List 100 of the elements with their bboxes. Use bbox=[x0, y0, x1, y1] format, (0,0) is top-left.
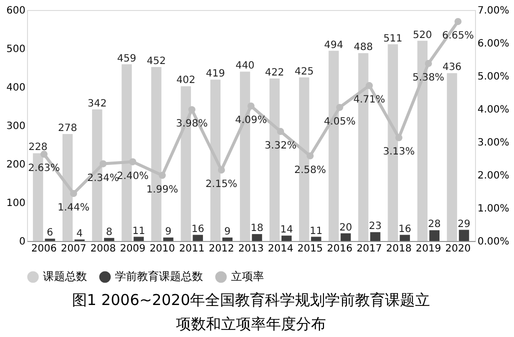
data-label: 4.09% bbox=[235, 115, 267, 126]
bar bbox=[400, 234, 410, 241]
y-tick-label: 600 bbox=[6, 6, 26, 16]
bar bbox=[340, 233, 351, 241]
bar bbox=[252, 234, 262, 241]
point bbox=[366, 82, 373, 90]
data-label: 3.13% bbox=[382, 146, 415, 158]
y-tick-label: 400 bbox=[6, 82, 26, 94]
bar bbox=[281, 236, 292, 241]
bar bbox=[446, 73, 458, 241]
point bbox=[306, 152, 314, 160]
data-label: 14 bbox=[280, 224, 293, 236]
data-label: 6 bbox=[46, 228, 54, 239]
data-label: 488 bbox=[354, 42, 373, 54]
x-tick-label: 2006 bbox=[31, 244, 57, 254]
data-label: 459 bbox=[117, 53, 136, 64]
point bbox=[218, 166, 225, 174]
legend-label: 课题总数 bbox=[43, 270, 87, 283]
data-label: 436 bbox=[442, 62, 462, 74]
data-label: 511 bbox=[383, 33, 402, 44]
data-label: 1.99% bbox=[146, 184, 178, 196]
data-label: 4 bbox=[76, 228, 83, 240]
data-label: 8 bbox=[106, 226, 112, 238]
data-label: 2.15% bbox=[206, 179, 238, 190]
data-label: 3.98% bbox=[176, 118, 208, 130]
data-label: 9 bbox=[224, 226, 231, 238]
bar bbox=[311, 236, 322, 241]
legend-label: 立项率 bbox=[231, 270, 264, 283]
data-label: 16 bbox=[191, 224, 204, 235]
data-label: 2.58% bbox=[294, 164, 326, 176]
legend-label: 学前教育课题总数 bbox=[115, 270, 203, 283]
data-label: 228 bbox=[28, 142, 48, 154]
y2-tick-label: 6.00% bbox=[478, 38, 510, 50]
data-label: 4.71% bbox=[353, 94, 386, 106]
x-tick-label: 2015 bbox=[297, 244, 323, 254]
bar bbox=[192, 234, 203, 241]
data-label: 425 bbox=[294, 66, 314, 78]
point bbox=[247, 102, 255, 110]
point bbox=[277, 128, 284, 135]
point bbox=[336, 104, 344, 111]
y2-tick-label: 4.00% bbox=[478, 104, 510, 116]
y-tick-label: 0 bbox=[19, 236, 26, 248]
x-tick-label: 2010 bbox=[150, 244, 176, 254]
point bbox=[100, 160, 107, 168]
data-label: 2.63% bbox=[28, 163, 60, 174]
data-label: 422 bbox=[265, 68, 284, 79]
x-tick-label: 2008 bbox=[90, 244, 116, 254]
bar bbox=[104, 238, 114, 241]
bar bbox=[222, 238, 233, 241]
data-label: 3.32% bbox=[264, 140, 296, 152]
data-label: 29 bbox=[458, 218, 470, 230]
point bbox=[158, 172, 166, 179]
x-tick-label: 2012 bbox=[208, 244, 234, 254]
data-label: 28 bbox=[428, 219, 441, 230]
x-tick-label: 2019 bbox=[416, 244, 442, 254]
point bbox=[129, 158, 136, 166]
bar bbox=[163, 238, 174, 241]
data-label: 494 bbox=[324, 40, 344, 51]
x-tick-label: 2013 bbox=[238, 244, 264, 254]
bar bbox=[429, 230, 440, 241]
data-label: 452 bbox=[146, 56, 166, 67]
y2-tick-label: 0.00% bbox=[478, 236, 510, 248]
data-label: 402 bbox=[176, 75, 196, 86]
data-label: 16 bbox=[398, 224, 412, 235]
x-tick-label: 2007 bbox=[60, 244, 86, 254]
data-label: 5.38% bbox=[412, 72, 444, 84]
bar bbox=[370, 232, 380, 241]
data-label: 1.44% bbox=[58, 202, 90, 214]
x-tick-label: 2014 bbox=[268, 244, 294, 254]
y-tick-label: 300 bbox=[6, 121, 26, 132]
y2-tick-label: 2.00% bbox=[478, 170, 510, 182]
y2-tick-label: 5.00% bbox=[478, 72, 510, 82]
data-label: 11 bbox=[132, 226, 146, 237]
data-label: 342 bbox=[88, 98, 107, 110]
bar bbox=[458, 230, 470, 241]
x-tick-label: 2018 bbox=[386, 244, 412, 254]
y-tick-label: 100 bbox=[6, 198, 26, 209]
point bbox=[454, 18, 462, 26]
data-label: 278 bbox=[58, 122, 78, 134]
y2-tick-label: 1.00% bbox=[478, 204, 510, 214]
y-tick-label: 200 bbox=[6, 160, 26, 170]
x-tick-label: 2009 bbox=[120, 244, 146, 254]
data-label: 9 bbox=[165, 226, 172, 238]
y2-tick-label: 7.00% bbox=[478, 6, 510, 16]
data-label: 4.05% bbox=[324, 116, 356, 128]
data-label: 18 bbox=[250, 223, 264, 234]
data-label: 440 bbox=[235, 60, 255, 72]
point bbox=[70, 190, 78, 198]
data-label: 23 bbox=[368, 221, 382, 232]
x-tick-label: 2011 bbox=[179, 244, 205, 254]
x-tick-label: 2017 bbox=[356, 244, 382, 254]
bar bbox=[134, 236, 144, 241]
x-tick-label: 2020 bbox=[445, 244, 471, 254]
data-label: 6.65% bbox=[442, 30, 474, 42]
data-label: 419 bbox=[206, 68, 225, 80]
point bbox=[395, 134, 402, 142]
x-tick-label: 2016 bbox=[326, 244, 352, 254]
point bbox=[40, 150, 48, 158]
data-label: 11 bbox=[310, 226, 323, 237]
point bbox=[424, 60, 432, 67]
